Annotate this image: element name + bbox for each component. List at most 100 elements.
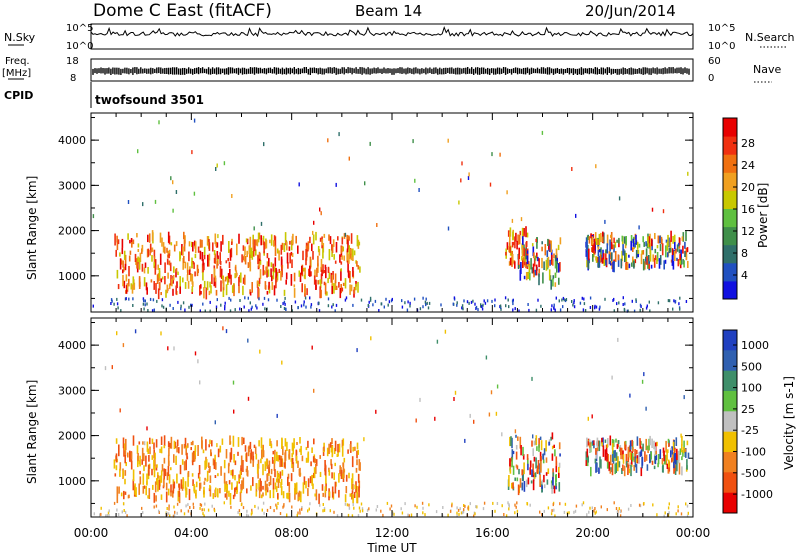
echo-cell <box>533 252 535 259</box>
ground-scatter-cell <box>515 505 517 509</box>
echo-cell <box>538 258 540 268</box>
echo-cell <box>602 233 604 237</box>
ground-scatter-cell <box>687 511 689 515</box>
y-tick-label: 2000 <box>58 225 86 238</box>
echo-cell <box>153 449 155 459</box>
echo-cell <box>547 256 550 268</box>
echo-cell <box>241 254 243 263</box>
echo-cell <box>231 285 234 293</box>
echo-cell <box>208 239 210 243</box>
echo-cell <box>274 482 277 490</box>
echo-cell <box>255 239 257 246</box>
echo-cell <box>350 254 353 260</box>
echo-cell <box>120 259 123 265</box>
echo-cell <box>202 259 204 268</box>
echo-cell <box>523 481 526 492</box>
echo-cell <box>511 241 514 248</box>
echo-cell <box>181 485 184 491</box>
ground-scatter-cell <box>161 298 164 302</box>
ground-scatter-cell <box>668 299 671 303</box>
echo-cell <box>615 438 617 443</box>
ground-scatter-cell <box>594 511 596 515</box>
echo-cell <box>519 230 522 236</box>
echo-cell <box>164 262 166 273</box>
ground-scatter-cell <box>475 305 478 309</box>
echo-cell <box>260 458 262 464</box>
echo-cell <box>272 269 275 280</box>
echo-cell <box>663 260 665 270</box>
echo-cell <box>315 279 317 290</box>
echo-cell <box>315 489 318 501</box>
echo-cell <box>195 481 198 488</box>
echo-cell <box>185 446 187 456</box>
echo-cell <box>187 280 190 289</box>
echo-cell <box>277 492 279 499</box>
echo-cell <box>552 258 554 266</box>
echo-cell <box>258 258 260 269</box>
echo-cell <box>266 291 269 295</box>
echo-cell <box>187 443 189 448</box>
sparse-echo-cell <box>116 331 118 336</box>
echo-cell <box>555 483 557 490</box>
echo-cell <box>137 453 139 462</box>
echo-cell <box>357 449 359 455</box>
ground-scatter-cell <box>456 303 458 307</box>
ground-scatter-cell <box>582 501 585 505</box>
ground-scatter-cell <box>168 507 170 511</box>
ground-scatter-cell <box>282 302 284 306</box>
echo-cell <box>514 236 516 249</box>
ground-scatter-cell <box>360 298 363 302</box>
echo-cell <box>340 246 343 254</box>
echo-cell <box>682 447 685 454</box>
echo-cell <box>521 244 524 257</box>
echo-cell <box>159 232 162 243</box>
ground-scatter-cell <box>207 508 210 512</box>
echo-cell <box>617 456 619 466</box>
ground-scatter-cell <box>93 512 95 516</box>
echo-cell <box>285 272 288 280</box>
echo-cell <box>193 262 195 269</box>
echo-cell <box>556 260 558 273</box>
echo-cell <box>521 256 523 261</box>
echo-cell <box>620 452 622 460</box>
echo-cell <box>514 477 516 481</box>
echo-cell <box>177 490 180 502</box>
echo-cell <box>300 445 302 455</box>
echo-cell <box>225 260 228 264</box>
ground-scatter-cell <box>189 506 191 509</box>
echo-cell <box>173 454 175 463</box>
ground-scatter-cell <box>470 300 473 304</box>
echo-cell <box>231 238 233 244</box>
echo-cell <box>332 239 335 247</box>
echo-cell <box>259 259 262 265</box>
echo-cell <box>243 254 246 262</box>
ground-scatter-cell <box>347 513 350 517</box>
echo-cell <box>328 467 330 472</box>
echo-cell <box>672 441 675 451</box>
echo-cell <box>659 244 662 252</box>
ground-scatter-cell <box>110 298 113 302</box>
echo-cell <box>167 488 170 496</box>
echo-cell <box>260 437 263 449</box>
echo-cell <box>352 255 354 261</box>
echo-cell <box>270 262 273 268</box>
echo-cell <box>328 272 331 279</box>
ground-scatter-cell <box>286 513 288 517</box>
sparse-echo-cell <box>506 190 508 195</box>
colorbar-segment <box>723 391 737 412</box>
echo-cell <box>227 278 229 285</box>
colorbar-segment <box>723 452 737 473</box>
ground-scatter-cell <box>618 301 620 305</box>
echo-cell <box>642 250 645 255</box>
ground-scatter-cell <box>352 303 354 307</box>
ground-scatter-cell <box>283 300 286 304</box>
sparse-echo-cell <box>232 380 235 385</box>
echo-cell <box>167 231 170 243</box>
echo-cell <box>129 250 132 255</box>
echo-cell <box>153 492 156 503</box>
ground-scatter-cell <box>573 299 575 303</box>
velocity-echo-cells <box>93 326 690 518</box>
ground-scatter-cell <box>447 513 449 517</box>
echo-cell <box>157 273 160 282</box>
echo-cell <box>591 236 594 245</box>
